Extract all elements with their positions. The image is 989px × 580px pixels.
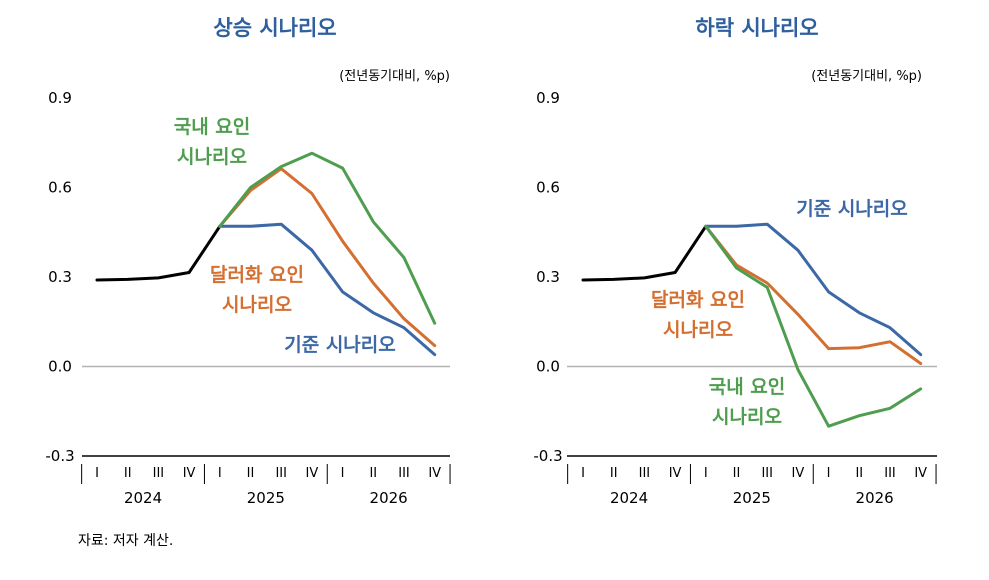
x-tick-quarter: IV [183, 466, 196, 481]
x-tick-quarter: II [247, 466, 255, 481]
chart-title: 상승 시나리오 [213, 16, 336, 40]
series-line-baseline [218, 222, 437, 357]
y-tick-label: 0.6 [48, 179, 72, 197]
annotation-line: 달러화 요인 [651, 289, 745, 311]
x-tick-quarter: II [855, 466, 863, 481]
y-tick-label: 0.9 [48, 89, 72, 107]
annotation-line: 시나리오 [222, 294, 292, 316]
annotation-line: 기준 시나리오 [284, 334, 396, 356]
annotation-line: 달러화 요인 [210, 264, 304, 286]
x-tick-quarter: II [124, 466, 132, 481]
x-tick-year: 2025 [247, 489, 285, 507]
series-annotation: 기준 시나리오 [796, 198, 908, 220]
series-line-dollar [218, 167, 437, 348]
x-tick-quarter: IV [306, 466, 319, 481]
series-line-dollar [704, 224, 923, 365]
y-tick-label: 0.3 [536, 268, 560, 286]
series-line-domestic [218, 151, 437, 325]
x-tick-quarter: III [153, 466, 165, 481]
x-tick-quarter: II [369, 466, 377, 481]
x-tick-quarter: IV [669, 466, 682, 481]
chart-title: 하락 시나리오 [695, 16, 818, 40]
x-tick-quarter: I [341, 466, 345, 481]
x-tick-quarter: III [884, 466, 896, 481]
x-tick-year: 2024 [124, 489, 162, 507]
y-tick-label: 0.0 [536, 358, 560, 376]
annotation-line: 시나리오 [663, 319, 733, 341]
x-tick-quarter: IV [428, 466, 441, 481]
unit-label: (전년동기대비, %p) [811, 69, 922, 84]
x-tick-quarter: III [761, 466, 773, 481]
y-tick-label: -0.3 [533, 447, 562, 465]
x-tick-quarter: I [581, 466, 585, 481]
source-note: 자료: 저자 계산. [78, 533, 173, 549]
annotation-line: 시나리오 [177, 146, 247, 168]
x-tick-quarter: I [218, 466, 222, 481]
x-tick-year: 2026 [856, 489, 894, 507]
series-line-baseline [704, 222, 923, 357]
y-tick-label: 0.6 [536, 179, 560, 197]
x-tick-quarter: III [398, 466, 410, 481]
annotation-line: 국내 요인 [709, 376, 786, 398]
x-tick-quarter: I [704, 466, 708, 481]
x-tick-quarter: III [275, 466, 287, 481]
x-tick-quarter: IV [792, 466, 805, 481]
annotation-line: 시나리오 [712, 406, 782, 428]
x-tick-quarter: III [639, 466, 651, 481]
x-tick-year: 2024 [610, 489, 648, 507]
unit-label: (전년동기대비, %p) [339, 69, 450, 84]
y-tick-label: -0.3 [45, 447, 74, 465]
annotation-line: 국내 요인 [174, 116, 251, 138]
annotation-line: 기준 시나리오 [796, 198, 908, 220]
panel-upside-scenario: 상승 시나리오(전년동기대비, %p)0.90.60.30.0-0.3I II II… [45, 16, 451, 507]
y-tick-label: 0.3 [48, 268, 72, 286]
series-line-domestic [704, 224, 923, 428]
y-tick-label: 0.0 [48, 358, 72, 376]
x-tick-quarter: II [610, 466, 618, 481]
x-tick-quarter: IV [914, 466, 927, 481]
x-tick-year: 2026 [370, 489, 408, 507]
x-tick-year: 2025 [733, 489, 771, 507]
series-line-actual [95, 224, 222, 282]
series-annotation: 기준 시나리오 [284, 334, 396, 356]
y-tick-label: 0.9 [536, 89, 560, 107]
x-tick-quarter: I [95, 466, 99, 481]
x-tick-quarter: II [733, 466, 741, 481]
panel-downside-scenario: 하락 시나리오(전년동기대비, %p)0.90.60.30.0-0.3I II II… [533, 16, 937, 507]
series-line-actual [581, 224, 708, 282]
x-tick-quarter: I [827, 466, 831, 481]
